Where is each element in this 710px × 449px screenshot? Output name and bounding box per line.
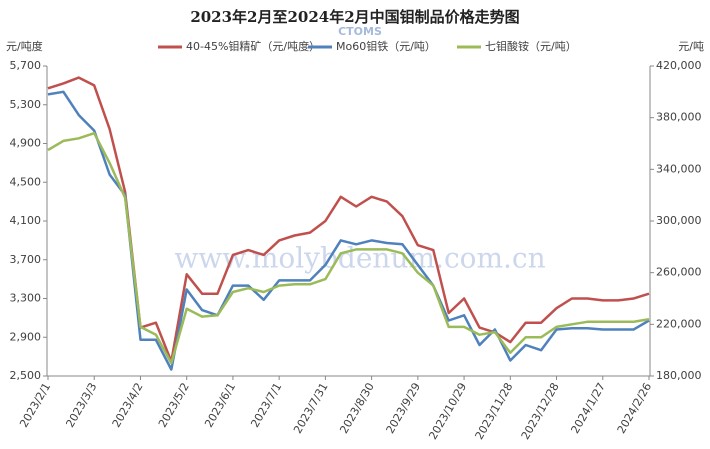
y2-axis-title: 元/吨 [678, 40, 704, 53]
series-line [47, 131, 650, 365]
y2-tick-label: 260,000 [656, 266, 702, 279]
y-axis-title: 元/吨度 [6, 39, 43, 53]
y-tick-label: 3,300 [10, 292, 42, 305]
y-tick-label: 4,100 [10, 214, 42, 227]
y2-tick-label: 180,000 [656, 369, 702, 382]
y-tick-label: 4,900 [10, 137, 42, 150]
y-tick-label: 2,500 [10, 369, 42, 382]
y2-tick-label: 220,000 [656, 317, 702, 330]
chart-title: 2023年2月至2024年2月中国钼制品价格走势图 [190, 8, 519, 26]
y2-tick-label: 340,000 [656, 162, 702, 175]
y-tick-label: 5,300 [10, 98, 42, 111]
legend-label: Mo60钼铁（元/吨） [336, 39, 436, 53]
legend-label: 七钼酸铵（元/吨） [485, 39, 577, 53]
watermark-logo: CTOMS [338, 25, 382, 38]
y2-tick-label: 380,000 [656, 111, 702, 124]
watermark: www.molybdenum.com.cn [174, 242, 545, 275]
y2-tick-label: 300,000 [656, 214, 702, 227]
legend-label: 40-45%钼精矿（元/吨度） [186, 39, 320, 53]
series-line [47, 90, 650, 371]
y-tick-label: 4,500 [10, 175, 42, 188]
y-tick-label: 5,700 [10, 59, 42, 72]
series-line [47, 76, 650, 363]
y-tick-label: 3,700 [10, 253, 42, 266]
y-tick-label: 2,900 [10, 330, 42, 343]
y2-tick-label: 420,000 [656, 59, 702, 72]
